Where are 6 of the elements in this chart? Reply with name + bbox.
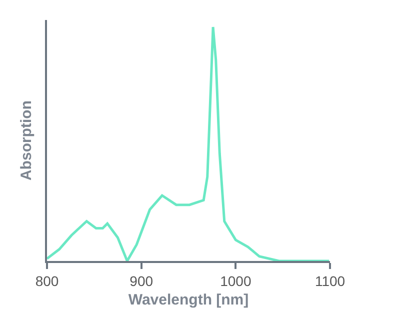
x-tick-label: 900 bbox=[130, 272, 154, 289]
x-tick-label: 1100 bbox=[314, 272, 346, 289]
x-axis-title: Wavelength [nm] bbox=[128, 291, 249, 308]
x-tick-label: 800 bbox=[35, 272, 59, 289]
x-tick-label: 1000 bbox=[220, 272, 252, 289]
y-axis-title: Absorption bbox=[18, 100, 35, 180]
